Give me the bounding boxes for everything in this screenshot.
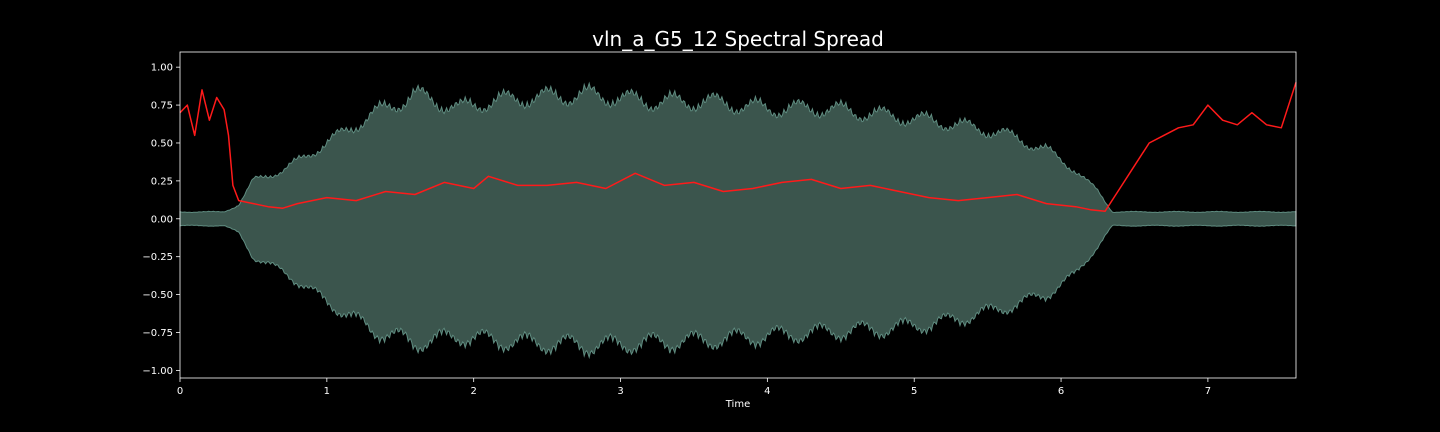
- x-tick-label: 5: [911, 386, 917, 397]
- spectral-spread-line-0: [179, 82, 1297, 212]
- y-tick-label: 0.25: [151, 176, 173, 187]
- x-tick-label: 6: [1058, 386, 1064, 397]
- x-tick-label: 0: [177, 386, 183, 397]
- y-tick-label: 0.75: [151, 101, 173, 112]
- y-tick-label: −1.00: [142, 366, 173, 377]
- x-tick-label: 4: [764, 386, 770, 397]
- x-tick-label: 3: [617, 386, 623, 397]
- x-axis-label: Time: [725, 399, 750, 410]
- chart-title: vln_a_G5_12 Spectral Spread: [592, 27, 884, 51]
- x-tick-label: 7: [1205, 386, 1211, 397]
- y-tick-label: −0.50: [142, 290, 173, 301]
- x-tick-label: 2: [470, 386, 476, 397]
- x-axis: 0 1 2 3 4 5 6 7: [177, 378, 1211, 397]
- x-tick-label: 1: [324, 386, 330, 397]
- y-axis: 1.00 0.75 0.50 0.25 0.00 −0.25 −0.50 −0.75 −1.00: [142, 63, 180, 377]
- y-tick-label: −0.75: [142, 328, 173, 339]
- axes-frame: [179, 51, 1297, 379]
- y-tick-label: 1.00: [151, 63, 173, 74]
- y-tick-label: 0.50: [151, 138, 173, 149]
- y-tick-label: 0.00: [151, 214, 173, 225]
- y-tick-label: −0.25: [142, 252, 173, 263]
